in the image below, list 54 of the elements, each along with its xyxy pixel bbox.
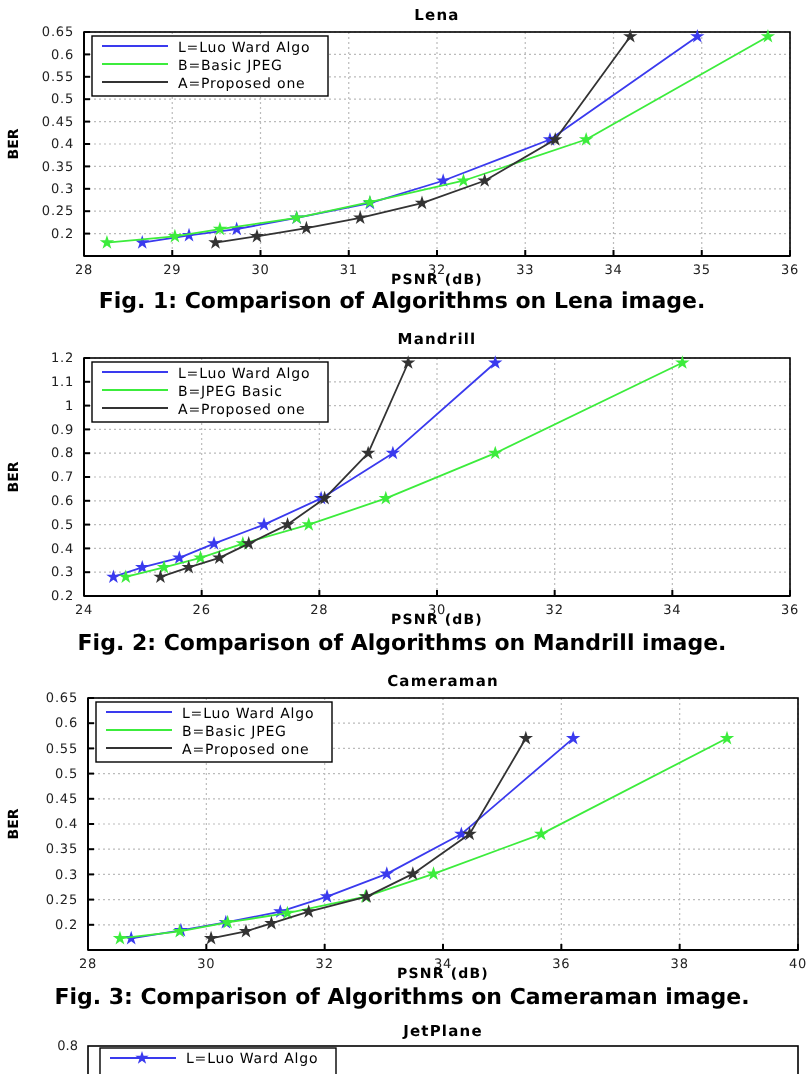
point [360,445,376,460]
point [456,173,471,187]
point [675,355,690,369]
point [548,131,563,146]
point [172,550,187,565]
point [378,490,393,505]
point [719,730,735,745]
point [135,559,150,574]
point [518,730,534,745]
point [241,536,256,550]
point [477,173,492,187]
point [206,536,222,550]
point [118,569,133,584]
point [385,445,401,460]
point [99,235,115,249]
point [212,550,227,565]
point [256,517,272,531]
point [426,866,441,880]
point [249,228,265,243]
point [462,826,477,841]
point [623,28,638,43]
caption: Fig. 1: Comparison of Algorithms on Lena image. [98,288,706,314]
point [106,569,121,584]
point [212,221,228,236]
point [319,889,335,903]
point [112,930,128,945]
point [193,550,208,565]
point [299,220,314,235]
point [436,173,451,187]
point [280,517,295,531]
point [488,355,503,369]
point [400,355,416,369]
point [488,445,503,460]
point [565,730,581,745]
point [379,866,394,880]
point [167,228,183,243]
point [181,559,196,574]
point [405,866,421,880]
point [414,195,430,210]
point [238,923,254,938]
point [534,826,549,841]
caption: Fig. 3: Comparison of Algorithms on Cameraman image. [54,984,750,1010]
point [301,904,316,918]
caption: Fig. 2: Comparison of Algorithms on Mandrill image. [77,630,727,656]
point [203,930,219,945]
point [153,569,168,584]
point [264,915,279,930]
point [156,559,172,574]
point [690,28,705,43]
point [208,235,223,249]
point [760,28,776,43]
point [578,131,594,146]
point [280,905,295,920]
point [301,517,316,531]
